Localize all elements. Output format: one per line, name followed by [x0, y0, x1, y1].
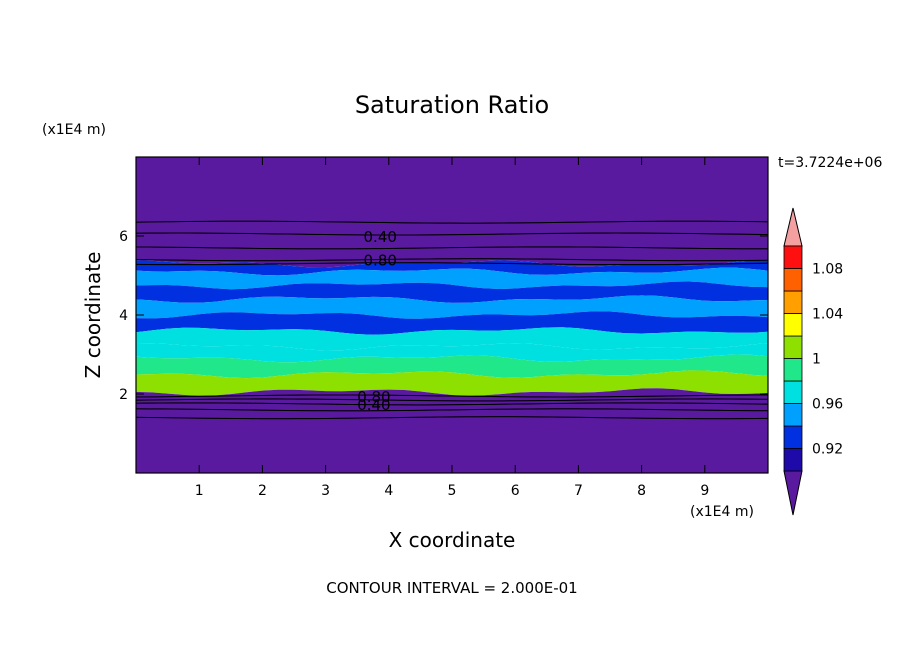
x-tick-label: 3 — [321, 483, 330, 499]
time-label: t=3.7224e+06 — [778, 155, 882, 171]
field-band — [136, 343, 768, 363]
x-axis-ticks: 1 2 3 4 5 6 7 8 9 — [195, 157, 709, 499]
field-band — [136, 327, 768, 351]
contour-label: 0.40 — [357, 396, 390, 414]
colorbar-tick-label: 1 — [812, 352, 821, 368]
contour-line — [136, 258, 768, 262]
colorbar-bin — [783, 313, 803, 337]
y-tick-label: 6 — [119, 229, 128, 245]
contour-interval-footer: CONTOUR INTERVAL = 2.000E-01 — [326, 579, 577, 597]
colorbar-bin — [783, 358, 803, 382]
chart-title: Saturation Ratio — [355, 91, 549, 119]
field-band — [136, 354, 768, 379]
field-band — [136, 295, 768, 319]
field-band — [136, 259, 768, 276]
contour-line — [136, 232, 768, 236]
field-band — [136, 157, 768, 268]
contour-label: 0.80 — [357, 388, 390, 406]
colorbar-tick-label: 1.04 — [812, 307, 843, 323]
y-axis-title: Z coordinate — [81, 252, 105, 379]
x-tick-label: 5 — [448, 483, 457, 499]
x-tick-label: 2 — [258, 483, 267, 499]
colorbar-bin — [783, 403, 803, 427]
contour-line — [136, 262, 768, 266]
y-tick-label: 2 — [119, 387, 128, 403]
colorbar-tick-label: 1.08 — [812, 262, 843, 278]
x-tick-label: 6 — [511, 483, 520, 499]
colorbar-bin — [783, 425, 803, 449]
contour-line — [136, 402, 768, 406]
contour-line — [136, 394, 768, 398]
x-tick-label: 1 — [195, 483, 204, 499]
contour-lines — [136, 220, 768, 420]
colorbar-bin — [783, 245, 803, 269]
contour-line — [136, 408, 768, 412]
saturation-field — [136, 157, 768, 473]
x-tick-label: 8 — [637, 483, 646, 499]
colorbar: 0.92 0.96 1 1.04 1.08 — [783, 207, 843, 516]
colorbar-bin — [783, 380, 803, 404]
y-tick-label: 4 — [119, 308, 128, 324]
contour-line — [136, 416, 768, 420]
field-band — [136, 311, 768, 335]
contour-line — [136, 246, 768, 250]
contour-label: 0.40 — [364, 228, 397, 246]
x-tick-label: 9 — [700, 483, 709, 499]
contour-line — [136, 220, 768, 224]
colorbar-bin — [783, 268, 803, 292]
x-tick-label: 4 — [384, 483, 393, 499]
colorbar-tick-label: 0.96 — [812, 397, 843, 413]
x-tick-label: 7 — [574, 483, 583, 499]
field-band — [136, 267, 768, 290]
colorbar-bin — [783, 335, 803, 359]
contour-labels: 0.400.800.800.40 — [357, 228, 397, 414]
colorbar-min-arrow — [783, 470, 803, 516]
colorbar-max-arrow — [783, 207, 803, 247]
field-band — [136, 281, 768, 303]
x-unit-label: (x1E4 m) — [690, 504, 754, 520]
y-unit-label: (x1E4 m) — [42, 122, 106, 138]
x-axis-title: X coordinate — [389, 528, 516, 552]
colorbar-bin — [783, 448, 803, 472]
field-band — [136, 370, 768, 396]
colorbar-bin — [783, 290, 803, 314]
y-axis-ticks: 2 4 6 — [119, 229, 768, 403]
colorbar-tick-label: 0.92 — [812, 442, 843, 458]
contour-line — [136, 398, 768, 402]
contour-label: 0.80 — [364, 252, 397, 270]
